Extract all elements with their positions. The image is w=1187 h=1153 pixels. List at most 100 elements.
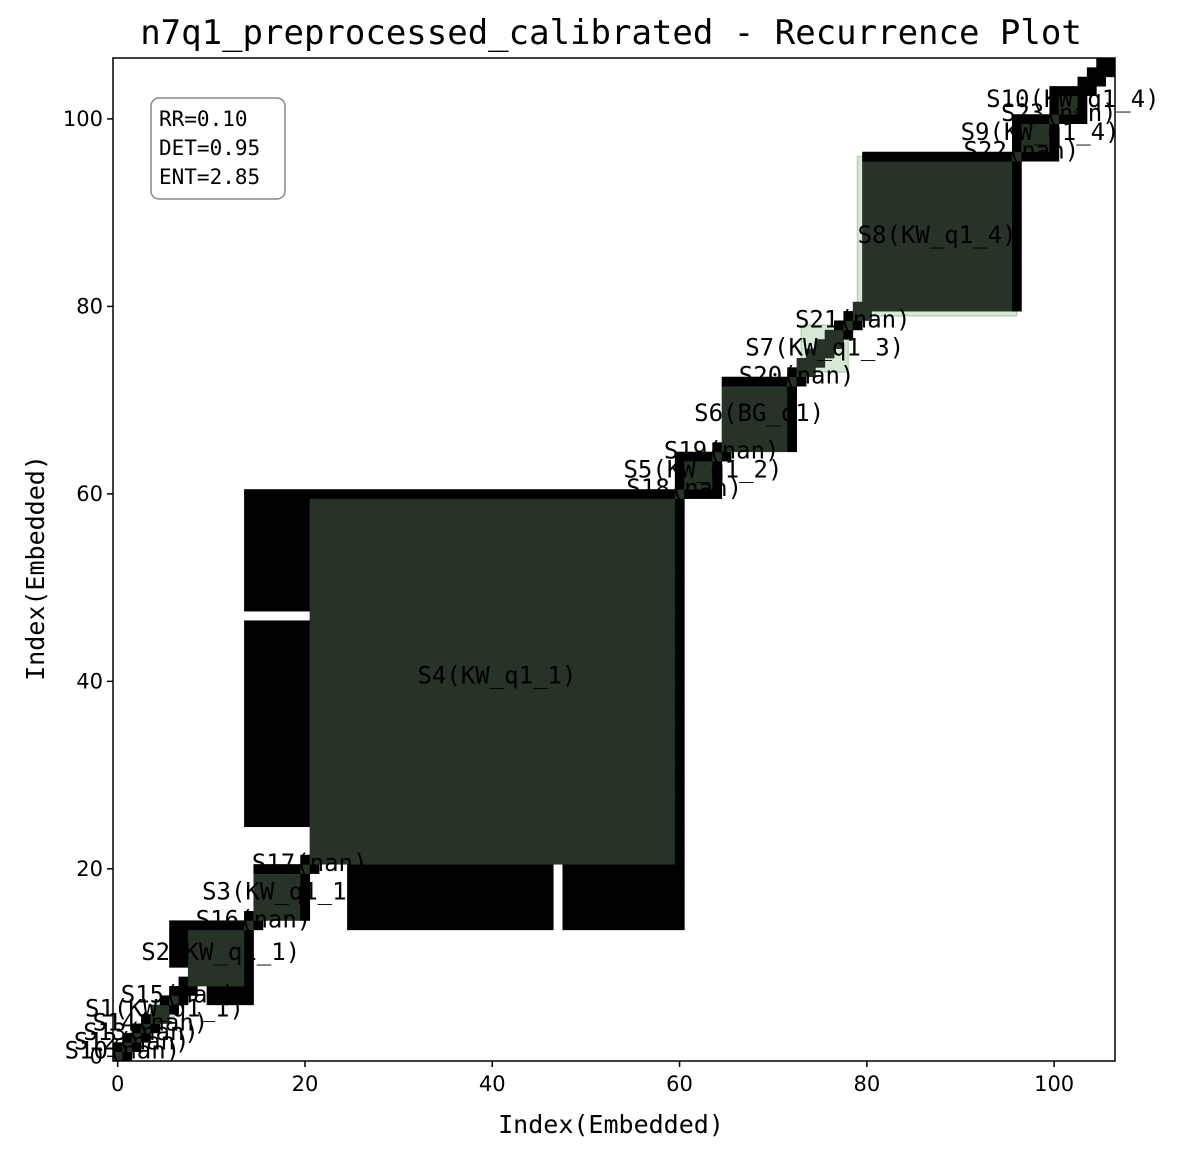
recurrence-cell	[1011, 226, 1022, 237]
recurrence-cell	[852, 301, 1013, 312]
recurrence-cell	[309, 629, 676, 640]
stats-box: RR=0.10 DET=0.95 ENT=2.85	[150, 97, 286, 200]
recurrence-cell	[187, 957, 245, 968]
recurrence-cell	[674, 517, 685, 528]
recurrence-cell	[852, 311, 872, 321]
recurrence-cell	[862, 207, 1013, 218]
recurrence-cell	[244, 629, 311, 640]
recurrence-cell	[187, 948, 245, 959]
recurrence-cell	[787, 395, 798, 406]
segment-label-9: S17(nan)	[252, 849, 368, 877]
segment-label-15: S20(nan)	[739, 362, 855, 390]
recurrence-cell	[244, 929, 254, 940]
segment-label-6: S2(KW_q1_1)	[141, 938, 300, 966]
recurrence-cell	[674, 789, 685, 799]
plot-area: S10(nan)S12(nan)S13(nan)S14(nan)S1(KW_q1…	[65, 57, 1160, 1065]
recurrence-cell	[1049, 95, 1060, 106]
recurrence-cell	[244, 742, 311, 753]
recurrence-cell	[309, 601, 676, 612]
recurrence-cell	[674, 479, 685, 490]
recurrence-cell	[244, 704, 311, 715]
segment-label-8: S3(KW_q1_1)	[202, 877, 361, 905]
stats-det: DET=0.95	[159, 136, 260, 160]
recurrence-cell	[1021, 132, 1050, 143]
recurrence-cell	[1077, 104, 1088, 115]
segment-label-17: S21(nan)	[795, 305, 911, 333]
recurrence-cell	[1077, 95, 1088, 106]
recurrence-cell	[852, 320, 863, 331]
recurrence-cell	[253, 901, 301, 912]
recurrence-cell	[244, 770, 311, 781]
x-tick-label: 100	[1034, 1072, 1074, 1096]
recurrence-cell	[253, 882, 301, 893]
recurrence-cell	[309, 686, 676, 696]
recurrence-cell	[244, 686, 311, 696]
recurrence-cell	[1011, 207, 1022, 218]
recurrence-cell	[1011, 142, 1022, 153]
recurrence-cell	[244, 911, 254, 921]
recurrence-cell	[843, 320, 854, 331]
recurrence-cell	[244, 807, 311, 818]
recurrence-cell	[674, 779, 685, 790]
recurrence-cell	[244, 798, 311, 809]
recurrence-cell	[712, 470, 723, 481]
recurrence-cell	[122, 1032, 133, 1043]
recurrence-cell	[674, 573, 685, 584]
recurrence-cell	[562, 882, 685, 893]
recurrence-cell	[721, 376, 788, 387]
recurrence-cell	[150, 1014, 170, 1024]
stats-ent: ENT=2.85	[159, 165, 260, 189]
recurrence-cell	[1049, 123, 1060, 134]
segment-label-19: S22(nan)	[964, 137, 1080, 165]
recurrence-cell	[244, 789, 311, 799]
recurrence-cell	[150, 1004, 170, 1015]
recurrence-cell	[684, 479, 713, 490]
segment-label-12: S5(KW_q1_2)	[623, 455, 782, 483]
recurrence-cell	[300, 911, 311, 921]
segment-label-10: S4(KW_q1_1)	[417, 662, 576, 690]
recurrence-cell	[300, 892, 311, 903]
recurrence-cell	[674, 676, 685, 687]
recurrence-cell	[244, 667, 311, 678]
recurrence-cell	[1011, 189, 1022, 199]
recurrence-cell	[347, 892, 554, 903]
recurrence-cell	[309, 536, 676, 546]
recurrence-cell	[674, 798, 685, 809]
recurrence-cell	[562, 901, 685, 912]
recurrence-cell	[309, 704, 676, 715]
recurrence-cell	[1011, 236, 1022, 246]
recurrence-cell	[684, 470, 713, 481]
recurrence-cell	[244, 751, 311, 762]
recurrence-cell	[787, 367, 798, 378]
recurrence-cell	[309, 779, 676, 790]
recurrence-cell	[244, 723, 311, 734]
recurrence-cell	[244, 714, 311, 724]
recurrence-cell	[674, 695, 685, 706]
recurrence-cell	[300, 873, 311, 884]
recurrence-cell	[309, 545, 676, 556]
recurrence-cell	[712, 479, 723, 490]
recurrence-cell	[169, 986, 198, 996]
recurrence-cell	[674, 461, 685, 471]
recurrence-cell	[309, 667, 676, 678]
recurrence-cell	[131, 1042, 142, 1053]
recurrence-cell	[187, 939, 245, 949]
recurrence-cell	[244, 526, 311, 537]
segment-label-7: S16(nan)	[196, 905, 312, 933]
recurrence-cell	[862, 254, 1013, 265]
recurrence-cell	[309, 845, 676, 856]
recurrence-cell	[862, 198, 1013, 209]
recurrence-cell	[1058, 104, 1078, 115]
x-axis-ticks: 0 20 40 60 80 100	[111, 1061, 1074, 1096]
plot-frame	[112, 57, 1116, 1062]
recurrence-cell	[300, 864, 311, 874]
recurrence-cell	[187, 967, 245, 978]
recurrence-cell	[674, 470, 685, 481]
recurrence-cell	[244, 732, 311, 743]
recurrence-cell	[1011, 170, 1022, 181]
recurrence-cell	[150, 1023, 161, 1034]
recurrence-cell	[131, 1023, 142, 1034]
recurrence-cell	[244, 779, 311, 790]
recurrence-cell	[244, 948, 254, 959]
recurrence-cell	[721, 451, 732, 462]
